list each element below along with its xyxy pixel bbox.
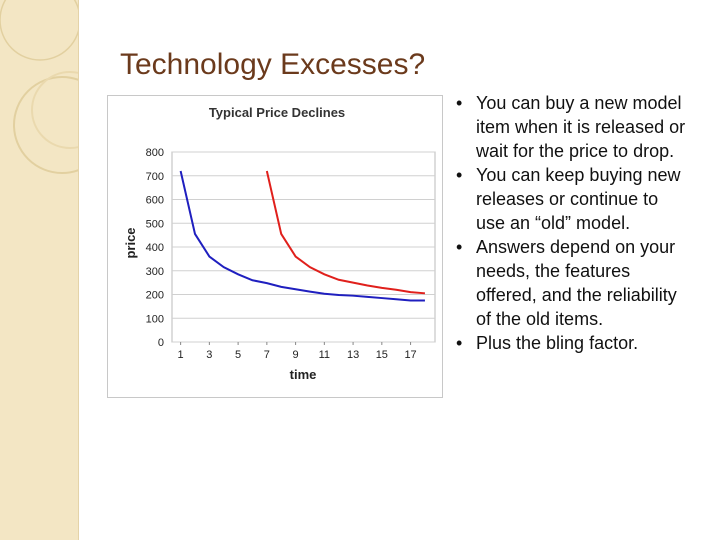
y-tick-label: 500 <box>146 218 164 230</box>
x-tick-label: 15 <box>376 349 388 361</box>
y-axis-label: price <box>123 227 138 258</box>
x-axis-label: time <box>290 367 317 382</box>
bullet: Answers depend on your needs, the featur… <box>452 235 692 331</box>
bullet-list: You can buy a new model item when it is … <box>452 91 692 355</box>
decor-circles <box>0 0 111 174</box>
x-tick-label: 1 <box>178 349 184 361</box>
y-tick-label: 0 <box>158 337 164 349</box>
x-tick-label: 11 <box>319 349 330 361</box>
x-tick-label: 9 <box>293 349 299 361</box>
line-series <box>179 170 425 302</box>
x-tick-label: 17 <box>404 349 416 361</box>
y-tick-label: 600 <box>146 195 164 207</box>
x-tick-label: 7 <box>264 349 270 361</box>
bullet: You can buy a new model item when it is … <box>452 91 692 163</box>
y-tick-label: 700 <box>146 171 164 183</box>
y-tick-label: 400 <box>146 242 164 254</box>
y-tick-label: 100 <box>146 313 164 325</box>
bullet: You can keep buying new releases or cont… <box>452 163 692 235</box>
chart-title: Typical Price Declines <box>209 105 345 120</box>
y-tick-label: 800 <box>146 147 164 159</box>
y-tick-label: 200 <box>146 290 164 302</box>
x-tick-label: 5 <box>235 349 241 361</box>
x-tick-label: 3 <box>206 349 212 361</box>
slide-title: Technology Excesses? <box>120 48 426 81</box>
bullet: Plus the bling factor. <box>452 331 692 355</box>
chart: Typical Price Declines time price 0 100 20… <box>107 95 443 398</box>
y-tick-label: 300 <box>146 266 164 278</box>
decor-strip <box>0 0 111 540</box>
line-series <box>265 170 426 295</box>
x-tick-label: 13 <box>347 349 359 361</box>
